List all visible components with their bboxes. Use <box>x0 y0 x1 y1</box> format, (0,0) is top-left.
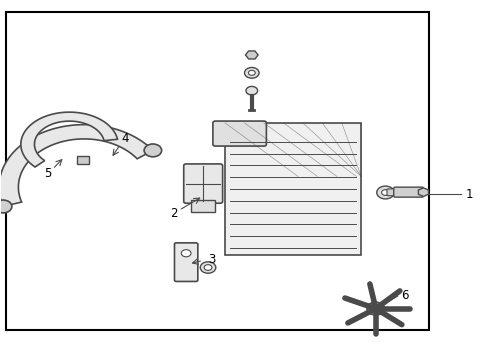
Text: 1: 1 <box>465 188 472 201</box>
Text: 3: 3 <box>207 253 215 266</box>
Bar <box>224 123 361 255</box>
Text: 2: 2 <box>170 207 177 220</box>
FancyBboxPatch shape <box>183 164 222 203</box>
Polygon shape <box>21 112 117 167</box>
FancyBboxPatch shape <box>386 189 394 196</box>
Circle shape <box>248 70 255 75</box>
Circle shape <box>203 265 211 270</box>
Circle shape <box>181 249 191 257</box>
Text: 4: 4 <box>122 132 129 145</box>
FancyBboxPatch shape <box>174 243 198 282</box>
Polygon shape <box>245 51 258 59</box>
Circle shape <box>144 144 162 157</box>
Circle shape <box>200 262 215 273</box>
Circle shape <box>366 302 384 315</box>
Polygon shape <box>418 188 427 197</box>
FancyBboxPatch shape <box>212 121 266 146</box>
Polygon shape <box>0 125 153 207</box>
Circle shape <box>376 186 393 199</box>
Circle shape <box>245 86 257 95</box>
Circle shape <box>244 67 259 78</box>
Bar <box>191 200 215 212</box>
FancyBboxPatch shape <box>393 187 423 197</box>
Circle shape <box>381 190 388 195</box>
Bar <box>77 156 89 164</box>
Text: 6: 6 <box>400 288 408 302</box>
Bar <box>6 12 428 330</box>
Text: 5: 5 <box>44 167 51 180</box>
Circle shape <box>0 200 12 213</box>
